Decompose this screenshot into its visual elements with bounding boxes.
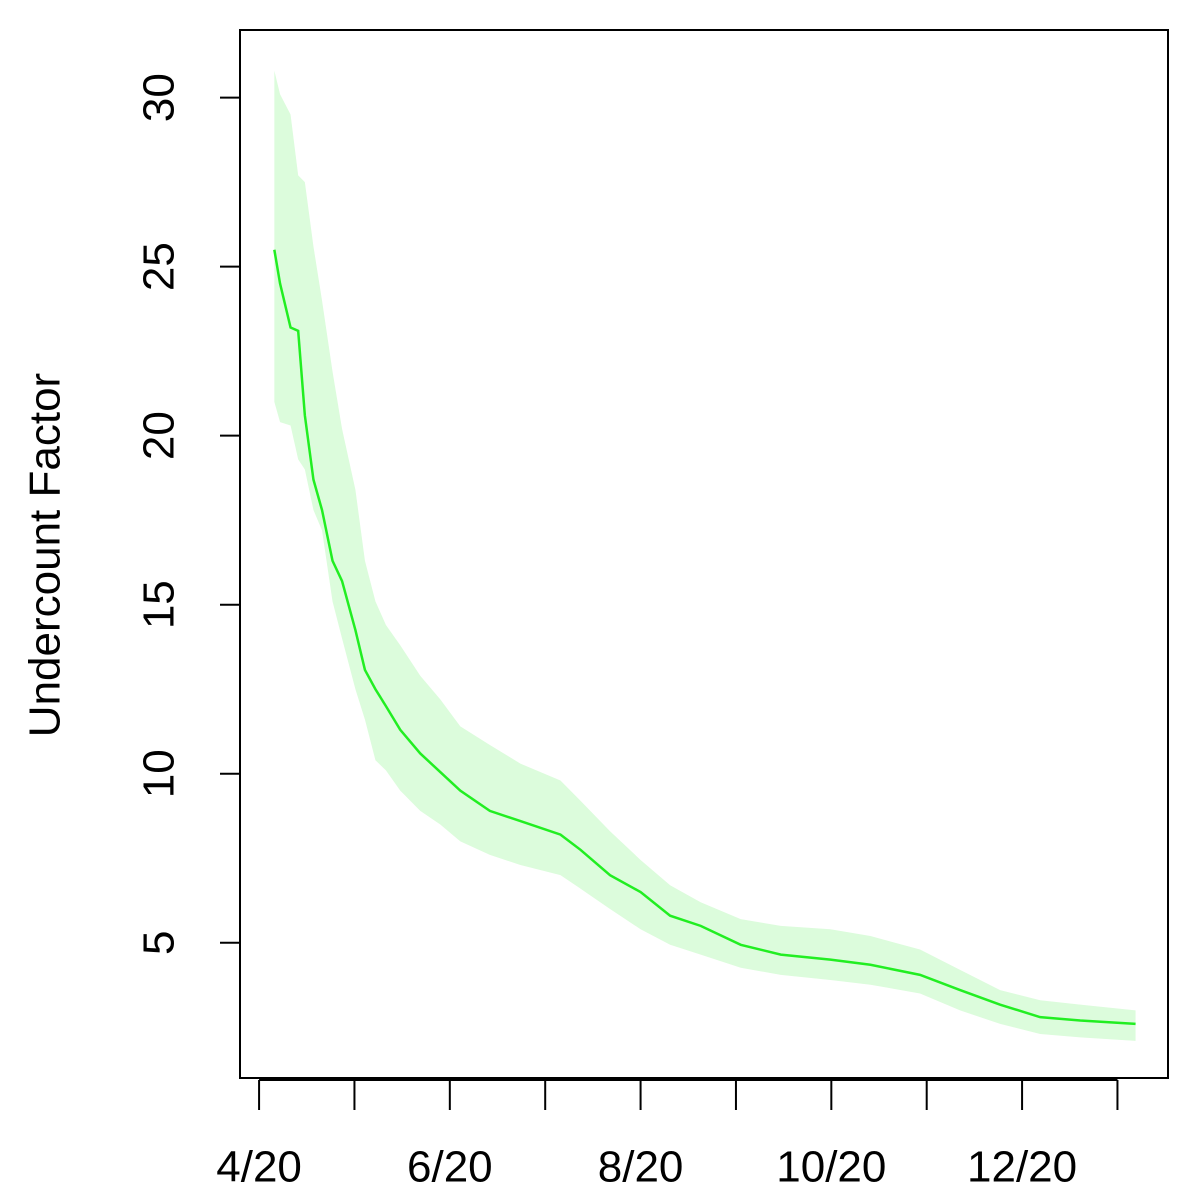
y-tick-label: 5 — [135, 931, 184, 955]
x-tick-label: 4/20 — [216, 1143, 302, 1192]
x-tick-label: 12/20 — [967, 1143, 1077, 1192]
y-tick-label: 20 — [135, 411, 184, 460]
x-tick-label: 10/20 — [776, 1143, 886, 1192]
y-axis-label: Undercount Factor — [21, 373, 70, 737]
y-tick-label: 15 — [135, 580, 184, 629]
y-tick-label: 30 — [135, 73, 184, 122]
confidence-band — [274, 70, 1136, 1041]
y-tick-label: 10 — [135, 749, 184, 798]
x-tick-label: 6/20 — [407, 1143, 493, 1192]
line — [273, 249, 1136, 1026]
y-tick-label: 25 — [135, 242, 184, 291]
x-tick-label: 8/20 — [598, 1143, 684, 1192]
